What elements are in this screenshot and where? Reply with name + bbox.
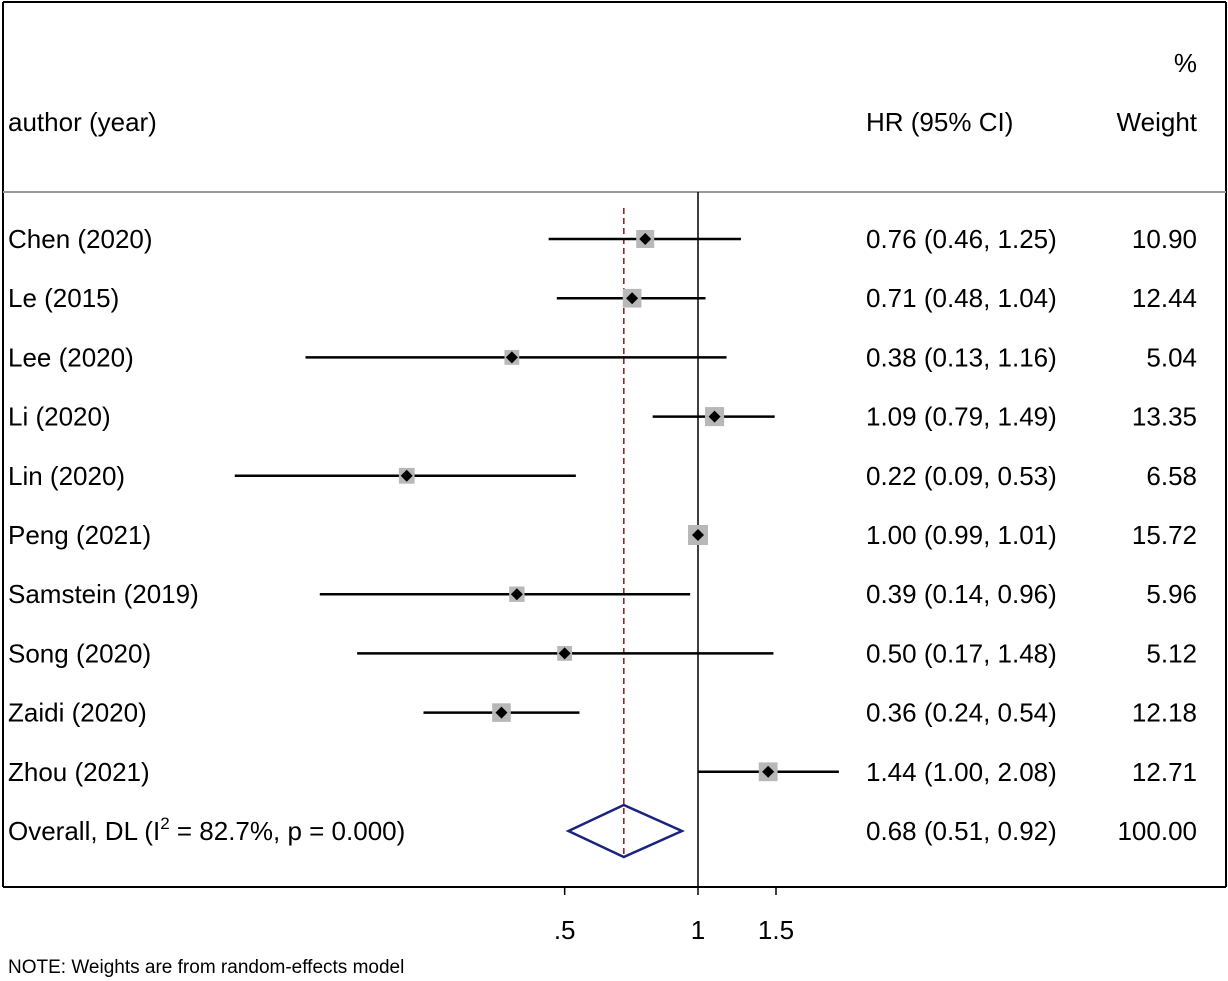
point-estimate <box>495 706 508 719</box>
study-row: Le (2015) 0.71 (0.48, 1.04) 12.44 <box>8 283 1197 313</box>
weight-text: 12.18 <box>1132 698 1197 728</box>
point-estimate <box>558 647 571 660</box>
header-study-label: author (year) <box>8 107 157 137</box>
header-effect-label: HR (95% CI) <box>866 107 1013 137</box>
hr-ci-text: 0.76 (0.46, 1.25) <box>866 224 1057 254</box>
study-label: Samstein (2019) <box>8 579 199 609</box>
study-label: Chen (2020) <box>8 224 153 254</box>
hr-ci-text: 0.71 (0.48, 1.04) <box>866 283 1057 313</box>
hr-ci-text: 0.39 (0.14, 0.96) <box>866 579 1057 609</box>
study-row: Lee (2020) 0.38 (0.13, 1.16) 5.04 <box>8 342 1197 372</box>
point-estimate <box>505 351 518 364</box>
study-row: Zaidi (2020) 0.36 (0.24, 0.54) 12.18 <box>8 698 1197 728</box>
study-label: Lee (2020) <box>8 342 134 372</box>
x-tick-label: .5 <box>554 915 576 945</box>
weight-text: 15.72 <box>1132 520 1197 550</box>
hr-ci-text: 1.09 (0.79, 1.49) <box>866 402 1057 432</box>
point-estimate <box>762 765 775 778</box>
study-label: Li (2020) <box>8 402 111 432</box>
header-weight-top: % <box>1174 48 1197 78</box>
study-row: Zhou (2021) 1.44 (1.00, 2.08) 12.71 <box>8 757 1197 787</box>
overall-label: Overall, DL (I2 = 82.7%, p = 0.000) <box>8 814 405 846</box>
study-label: Peng (2021) <box>8 520 151 550</box>
point-estimate <box>639 233 652 245</box>
point-estimate <box>708 410 721 423</box>
weight-text: 12.71 <box>1132 757 1197 787</box>
study-row: Peng (2021) 1.00 (0.99, 1.01) 15.72 <box>8 520 1197 550</box>
weight-text: 5.96 <box>1146 579 1197 609</box>
hr-ci-text: 0.22 (0.09, 0.53) <box>866 461 1057 491</box>
study-label: Song (2020) <box>8 638 151 668</box>
point-estimate <box>626 292 639 305</box>
point-estimate <box>510 588 523 601</box>
hr-ci-text: 1.00 (0.99, 1.01) <box>866 520 1057 550</box>
study-row: Samstein (2019) 0.39 (0.14, 0.96) 5.96 <box>8 579 1197 609</box>
hr-ci-text: 0.50 (0.17, 1.48) <box>866 638 1057 668</box>
study-label: Zhou (2021) <box>8 757 150 787</box>
overall-weight-text: 100.00 <box>1117 816 1197 846</box>
study-label: Le (2015) <box>8 283 119 313</box>
study-row: Song (2020) 0.50 (0.17, 1.48) 5.12 <box>8 638 1197 668</box>
study-label: Lin (2020) <box>8 461 125 491</box>
weight-text: 10.90 <box>1132 224 1197 254</box>
x-tick-label: 1.5 <box>758 915 794 945</box>
x-tick-label: 1 <box>691 915 705 945</box>
overall-diamond <box>565 803 686 859</box>
overall-hr-ci-text: 0.68 (0.51, 0.92) <box>866 816 1057 846</box>
weight-text: 5.04 <box>1146 342 1197 372</box>
point-estimate <box>400 469 413 482</box>
study-label: Zaidi (2020) <box>8 698 147 728</box>
header-weight-label: Weight <box>1117 107 1198 137</box>
weight-text: 5.12 <box>1146 638 1197 668</box>
weight-text: 13.35 <box>1132 402 1197 432</box>
study-row: Lin (2020) 0.22 (0.09, 0.53) 6.58 <box>8 461 1197 491</box>
hr-ci-text: 0.38 (0.13, 1.16) <box>866 342 1057 372</box>
weight-text: 12.44 <box>1132 283 1197 313</box>
hr-ci-text: 1.44 (1.00, 2.08) <box>866 757 1057 787</box>
hr-ci-text: 0.36 (0.24, 0.54) <box>866 698 1057 728</box>
footnote: NOTE: Weights are from random-effects mo… <box>8 957 405 978</box>
study-row: Li (2020) 1.09 (0.79, 1.49) 13.35 <box>8 402 1197 432</box>
weight-text: 6.58 <box>1146 461 1197 491</box>
study-row: Chen (2020) 0.76 (0.46, 1.25) 10.90 <box>8 224 1197 254</box>
point-estimate <box>692 529 704 541</box>
